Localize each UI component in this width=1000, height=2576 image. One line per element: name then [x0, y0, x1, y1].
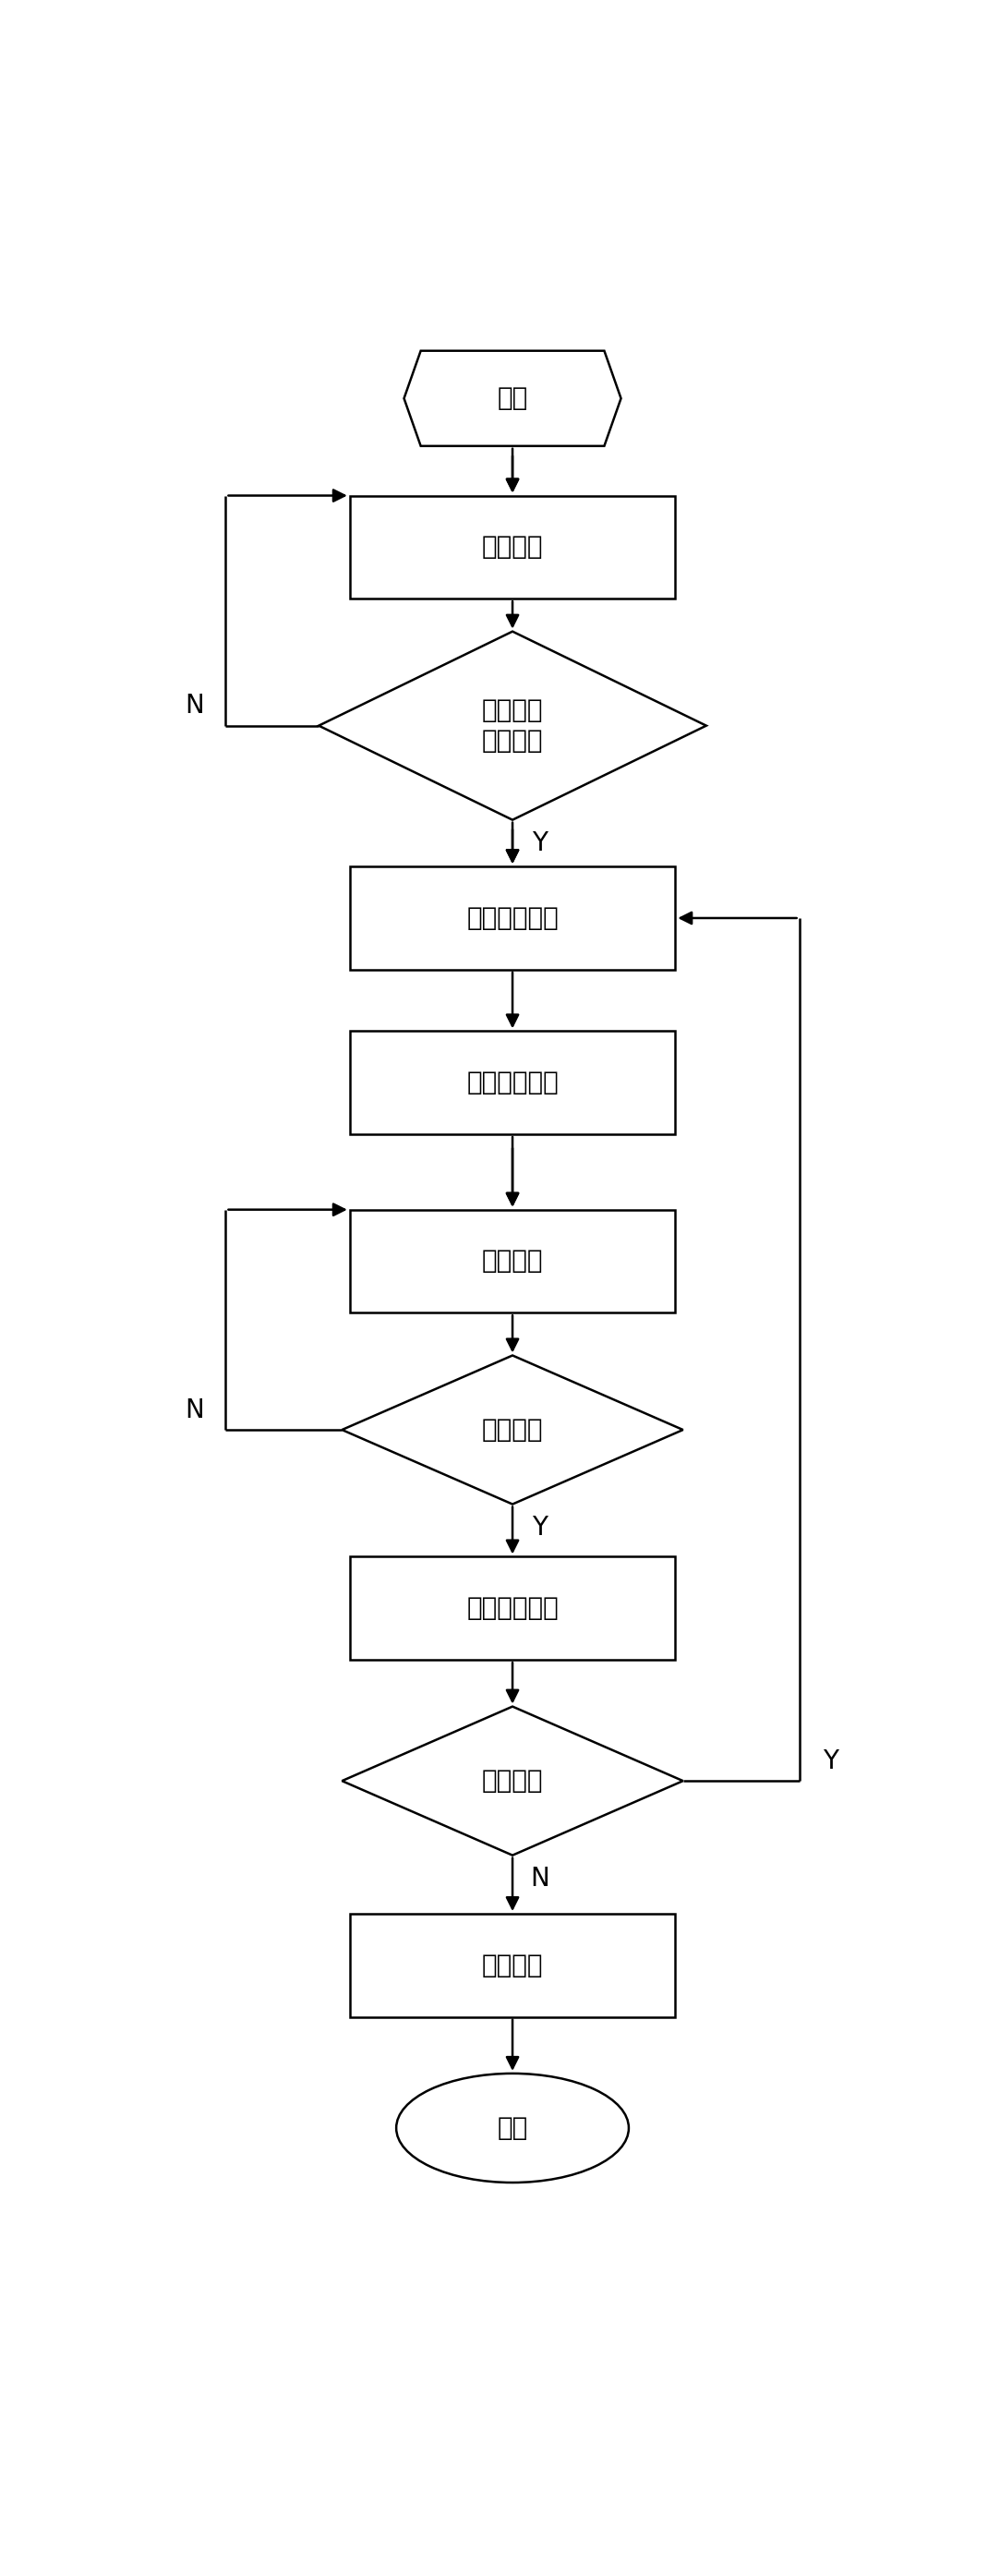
- Text: Y: Y: [532, 1515, 547, 1540]
- Text: 开始: 开始: [497, 386, 528, 412]
- Bar: [350, 1556, 675, 1659]
- Text: Y: Y: [532, 829, 547, 858]
- Ellipse shape: [396, 2074, 629, 2182]
- Text: 目标位置: 目标位置: [482, 1417, 543, 1443]
- Polygon shape: [319, 631, 706, 819]
- Text: 结束: 结束: [497, 2115, 528, 2141]
- Bar: [350, 1211, 675, 1314]
- Text: 搜索测量原点: 搜索测量原点: [466, 904, 559, 930]
- Bar: [350, 495, 675, 598]
- Text: 下一齿面: 下一齿面: [482, 1767, 543, 1793]
- Bar: [350, 866, 675, 969]
- Text: N: N: [530, 1865, 549, 1891]
- Bar: [350, 1914, 675, 2017]
- Text: 回领补偿: 回领补偿: [482, 1953, 543, 1978]
- Polygon shape: [342, 1355, 683, 1504]
- Polygon shape: [342, 1705, 683, 1855]
- Bar: [350, 1030, 675, 1133]
- Text: N: N: [185, 693, 204, 719]
- Polygon shape: [404, 350, 621, 446]
- Text: N: N: [185, 1396, 204, 1422]
- Text: 数据采集: 数据采集: [482, 1249, 543, 1275]
- Text: 参数设置: 参数设置: [482, 533, 543, 559]
- Text: Y: Y: [822, 1749, 838, 1775]
- Text: 执行测量任务: 执行测量任务: [466, 1069, 559, 1095]
- Text: 停止数据采集: 停止数据采集: [466, 1595, 559, 1620]
- Text: 位置参数
设置正确: 位置参数 设置正确: [482, 698, 543, 755]
